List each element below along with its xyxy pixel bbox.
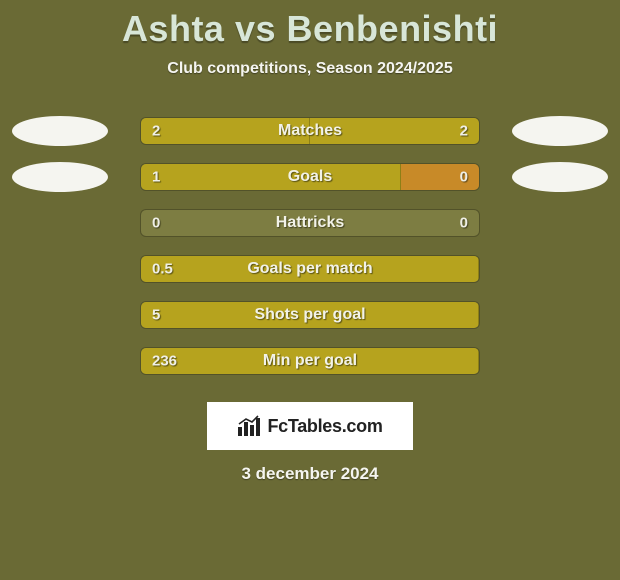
stat-value-left: 236 — [152, 353, 177, 370]
stat-chart: 2 2 Matches 1 0 Goals 0 0 Hattricks 0.5 Goals per … — [0, 108, 620, 384]
stat-row: 5 Shots per goal — [0, 292, 620, 338]
logo-text: FcTables.com — [267, 416, 382, 437]
title-player2: Benbenishti — [287, 8, 499, 49]
stat-row: 236 Min per goal — [0, 338, 620, 384]
stat-row: 2 2 Matches — [0, 108, 620, 154]
stat-value-left: 2 — [152, 123, 160, 140]
stat-label: Goals per match — [247, 260, 372, 278]
stat-label: Hattricks — [276, 214, 344, 232]
title-vs: vs — [235, 8, 276, 49]
comparison-title: Ashta vs Benbenishti — [0, 0, 620, 50]
stat-value-left: 1 — [152, 169, 160, 186]
stat-value-left: 5 — [152, 307, 160, 324]
player2-marker — [512, 162, 608, 192]
stat-value-left: 0.5 — [152, 261, 173, 278]
stat-label: Shots per goal — [254, 306, 365, 324]
title-player1: Ashta — [122, 8, 225, 49]
stat-value-right: 2 — [460, 123, 468, 140]
stat-row: 0 0 Hattricks — [0, 200, 620, 246]
chart-icon — [237, 415, 263, 437]
stat-label: Matches — [278, 122, 342, 140]
player2-marker — [512, 116, 608, 146]
player1-marker — [12, 162, 108, 192]
stat-label: Goals — [288, 168, 332, 186]
stat-bar-left — [141, 164, 401, 190]
fctables-logo: FcTables.com — [207, 402, 413, 450]
stat-label: Min per goal — [263, 352, 357, 370]
stat-row: 1 0 Goals — [0, 154, 620, 200]
subtitle: Club competitions, Season 2024/2025 — [0, 60, 620, 78]
stat-value-right: 0 — [460, 169, 468, 186]
stat-value-left: 0 — [152, 215, 160, 232]
date-label: 3 december 2024 — [0, 464, 620, 484]
player1-marker — [12, 116, 108, 146]
stat-value-right: 0 — [460, 215, 468, 232]
stat-row: 0.5 Goals per match — [0, 246, 620, 292]
